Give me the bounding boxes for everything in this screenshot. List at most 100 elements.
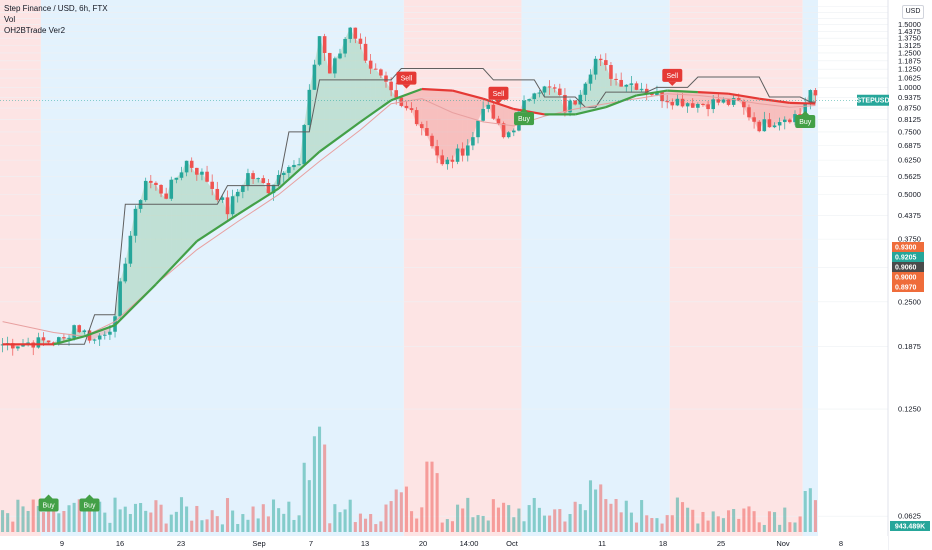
candle-body[interactable]	[200, 171, 204, 175]
candle-body[interactable]	[348, 27, 352, 39]
candle-body[interactable]	[685, 103, 690, 107]
candle-body[interactable]	[624, 84, 629, 87]
candle-body[interactable]	[103, 334, 107, 336]
candle-body[interactable]	[782, 119, 787, 123]
buy-signal[interactable]: Buy	[514, 108, 535, 126]
candle-body[interactable]	[62, 337, 66, 339]
candle-body[interactable]	[414, 110, 419, 125]
candle-body[interactable]	[726, 99, 731, 105]
candle-body[interactable]	[51, 342, 56, 344]
volume-indicator-label[interactable]: Vol	[4, 15, 16, 24]
candle-body[interactable]	[143, 180, 148, 201]
symbol-title[interactable]: Step Finance / USD, 6h, FTX	[4, 4, 108, 13]
candle-body[interactable]	[634, 83, 639, 90]
candle-body[interactable]	[261, 178, 266, 184]
candle-body[interactable]	[578, 94, 583, 105]
candle-body[interactable]	[736, 98, 741, 102]
candle-body[interactable]	[506, 132, 511, 138]
candle-body[interactable]	[307, 89, 312, 126]
candle-body[interactable]	[609, 65, 613, 79]
candle-body[interactable]	[604, 60, 608, 66]
time-axis[interactable]: 9 16 23 Sep 7 13 20 14:00 Oct 11 18 25 Nov 8	[0, 536, 888, 550]
candle-body[interactable]	[353, 27, 358, 39]
candle-body[interactable]	[496, 118, 501, 124]
candle-body[interactable]	[287, 167, 291, 173]
currency-button[interactable]: USD	[902, 5, 924, 19]
candle-body[interactable]	[419, 124, 424, 129]
candle-body[interactable]	[394, 90, 399, 98]
candle-body[interactable]	[440, 155, 445, 165]
candle-body[interactable]	[767, 119, 772, 128]
signal-markers[interactable]: Buy Buy Sell Sell Buy Sell Buy	[38, 68, 816, 512]
candle-body[interactable]	[384, 75, 388, 82]
candle-body[interactable]	[552, 87, 557, 89]
candle-body[interactable]	[404, 105, 409, 109]
candle-body[interactable]	[716, 99, 721, 103]
candle-body[interactable]	[195, 167, 199, 175]
candle-body[interactable]	[343, 38, 347, 54]
candle-body[interactable]	[57, 337, 61, 344]
candle-body[interactable]	[358, 38, 363, 44]
candle-body[interactable]	[777, 122, 782, 126]
candle-body[interactable]	[793, 114, 797, 123]
candle-body[interactable]	[680, 98, 685, 107]
sell-signal[interactable]: Sell	[488, 86, 509, 104]
candle-body[interactable]	[322, 36, 327, 53]
candle-body[interactable]	[588, 74, 593, 84]
candle-body[interactable]	[281, 172, 286, 175]
candle-body[interactable]	[532, 93, 537, 100]
candle-body[interactable]	[522, 100, 526, 112]
strategy-indicator-label[interactable]: OH2BTrade Ver2	[4, 26, 66, 35]
candle-body[interactable]	[430, 135, 434, 147]
candle-body[interactable]	[82, 330, 87, 333]
candle-body[interactable]	[460, 148, 465, 156]
candle-body[interactable]	[629, 83, 634, 85]
candle-body[interactable]	[210, 181, 214, 189]
candle-body[interactable]	[435, 146, 439, 156]
candle-body[interactable]	[246, 173, 250, 187]
candle-body[interactable]	[721, 99, 726, 103]
candle-body[interactable]	[476, 120, 480, 138]
candle-body[interactable]	[788, 119, 792, 123]
candle-body[interactable]	[72, 325, 76, 338]
candle-body[interactable]	[241, 186, 245, 192]
candle-body[interactable]	[327, 52, 332, 74]
candle-body[interactable]	[614, 78, 618, 80]
candle-body[interactable]	[568, 100, 572, 113]
candle-body[interactable]	[276, 174, 281, 185]
candle-body[interactable]	[644, 88, 649, 94]
candle-body[interactable]	[593, 58, 598, 75]
candle-body[interactable]	[338, 53, 342, 59]
candle-body[interactable]	[77, 325, 82, 333]
candle-body[interactable]	[363, 43, 368, 61]
candle-body[interactable]	[389, 81, 393, 91]
candle-body[interactable]	[189, 160, 194, 168]
candle-body[interactable]	[118, 281, 122, 317]
candle-body[interactable]	[665, 101, 669, 103]
candle-body[interactable]	[527, 99, 531, 101]
candle-body[interactable]	[471, 137, 475, 146]
candle-body[interactable]	[501, 123, 506, 138]
candle-body[interactable]	[169, 179, 174, 199]
candle-body[interactable]	[0, 344, 5, 346]
candle-body[interactable]	[297, 164, 301, 166]
candle-body[interactable]	[368, 60, 373, 69]
candle-body[interactable]	[302, 125, 306, 165]
candle-body[interactable]	[762, 119, 767, 132]
candle-body[interactable]	[573, 100, 577, 105]
candle-body[interactable]	[486, 104, 491, 109]
candle-body[interactable]	[772, 125, 777, 128]
candle-body[interactable]	[425, 128, 429, 136]
candle-body[interactable]	[752, 117, 756, 122]
candle-body[interactable]	[675, 98, 680, 106]
candle-body[interactable]	[701, 103, 705, 105]
candle-body[interactable]	[317, 36, 322, 65]
candle-body[interactable]	[256, 178, 260, 180]
buy-signal[interactable]: Buy	[38, 494, 59, 512]
candle-body[interactable]	[547, 86, 552, 88]
candle-body[interactable]	[92, 339, 97, 341]
candle-body[interactable]	[36, 337, 41, 348]
candle-body[interactable]	[537, 92, 542, 94]
